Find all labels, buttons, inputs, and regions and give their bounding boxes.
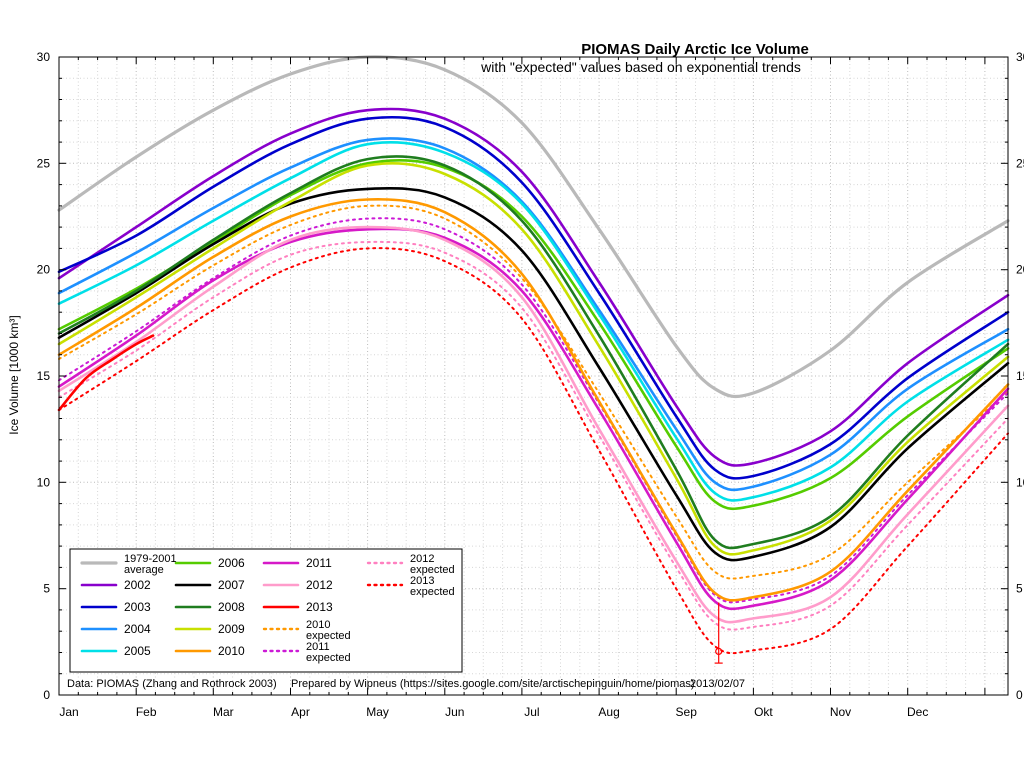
x-tick-label: Okt [754, 705, 773, 719]
legend-item-2013: 2013 [262, 600, 333, 614]
svg-text:2013: 2013 [410, 575, 434, 587]
svg-text:2011: 2011 [306, 641, 330, 653]
legend-item-2012: 2012 [262, 578, 333, 592]
svg-text:expected: expected [306, 652, 351, 664]
x-tick-label: Sep [676, 705, 698, 719]
y-tick-label-right: 10 [1016, 475, 1024, 489]
svg-text:1979-2001: 1979-2001 [124, 553, 177, 565]
footer-data-source: Data: PIOMAS (Zhang and Rothrock 2003) [67, 678, 277, 690]
y-tick-label-right: 20 [1016, 263, 1024, 277]
svg-text:expected: expected [410, 586, 455, 598]
legend-item-2006: 2006 [174, 556, 245, 570]
x-tick-label: Jan [59, 705, 78, 719]
series-2010-expected [58, 204, 1009, 580]
y-tick-label-left: 5 [43, 582, 50, 596]
y-tick-label-left: 30 [37, 50, 51, 64]
svg-text:average: average [124, 564, 164, 576]
series-2013-expected [58, 247, 1009, 655]
svg-text:2004: 2004 [124, 622, 151, 636]
y-tick-label-left: 15 [37, 369, 51, 383]
series-2003 [57, 115, 1010, 480]
legend-item-2008: 2008 [174, 600, 245, 614]
svg-text:expected: expected [306, 630, 351, 642]
svg-text:2010: 2010 [306, 619, 330, 631]
svg-text:2010: 2010 [218, 644, 245, 658]
x-tick-label: Feb [136, 705, 157, 719]
x-tick-label: Nov [830, 705, 851, 719]
series-2004 [57, 137, 1010, 492]
series-2007 [57, 187, 1010, 562]
svg-text:2007: 2007 [218, 578, 245, 592]
svg-text:expected: expected [410, 564, 455, 576]
svg-text:2005: 2005 [124, 644, 151, 658]
x-tick-label: Aug [598, 705, 619, 719]
svg-text:2006: 2006 [218, 556, 245, 570]
legend-item-2011: 2011 [262, 556, 332, 570]
series-2006 [57, 158, 1010, 511]
legend-item-2007: 2007 [174, 578, 245, 592]
y-tick-label-left: 20 [37, 263, 51, 277]
y-tick-label-right: 0 [1016, 688, 1023, 702]
series-2013 [57, 334, 155, 412]
y-tick-label-left: 0 [43, 688, 50, 702]
series-1979-2001-average [57, 55, 1010, 399]
x-tick-label: Mar [213, 705, 234, 719]
series-2005 [57, 140, 1010, 502]
y-tick-label-left: 10 [37, 475, 51, 489]
series-2012-expected [58, 240, 1009, 631]
footer-date: 2013/02/07 [690, 678, 746, 690]
series-2012 [57, 225, 1010, 624]
legend-item-2004: 2004 [80, 622, 151, 636]
legend-item-2009: 2009 [174, 622, 245, 636]
y-tick-label-right: 5 [1016, 582, 1023, 596]
expected-minimum-errorbar [714, 602, 723, 664]
x-tick-label: May [366, 705, 389, 719]
svg-text:2003: 2003 [124, 600, 151, 614]
svg-text:2013: 2013 [306, 600, 333, 614]
svg-text:2011: 2011 [306, 556, 332, 570]
chart-subtitle: with "expected" values based on exponent… [481, 59, 801, 75]
svg-text:2002: 2002 [124, 578, 151, 592]
series-2002 [57, 107, 1010, 467]
chart-title: PIOMAS Daily Arctic Ice Volume [581, 41, 809, 58]
svg-text:2012: 2012 [306, 578, 333, 592]
series-2011-expected [58, 217, 1009, 604]
legend-item-2003: 2003 [80, 600, 151, 614]
series-2008 [57, 155, 1010, 550]
legend-item-2010: 2010 [174, 644, 245, 658]
y-tick-label-right: 25 [1016, 156, 1024, 170]
series-2010 [57, 198, 1010, 602]
series-2009 [57, 161, 1010, 556]
legend-item-2005: 2005 [80, 644, 151, 658]
y-axis-label: Ice Volume [1000 km³] [7, 315, 21, 435]
x-tick-label: Apr [291, 705, 310, 719]
y-tick-label-right: 30 [1016, 50, 1024, 64]
y-tick-label-left: 25 [37, 156, 51, 170]
legend-item-2002: 2002 [80, 578, 151, 592]
svg-text:2012: 2012 [410, 553, 434, 565]
x-tick-label: Jul [524, 705, 539, 719]
footer-prepared-by: Prepared by Wipneus (https://sites.googl… [291, 678, 695, 690]
series-2011 [57, 227, 1010, 611]
y-tick-label-right: 15 [1016, 369, 1024, 383]
x-tick-label: Dec [907, 705, 928, 719]
svg-text:2009: 2009 [218, 622, 245, 636]
svg-text:2008: 2008 [218, 600, 245, 614]
x-tick-label: Jun [445, 705, 464, 719]
